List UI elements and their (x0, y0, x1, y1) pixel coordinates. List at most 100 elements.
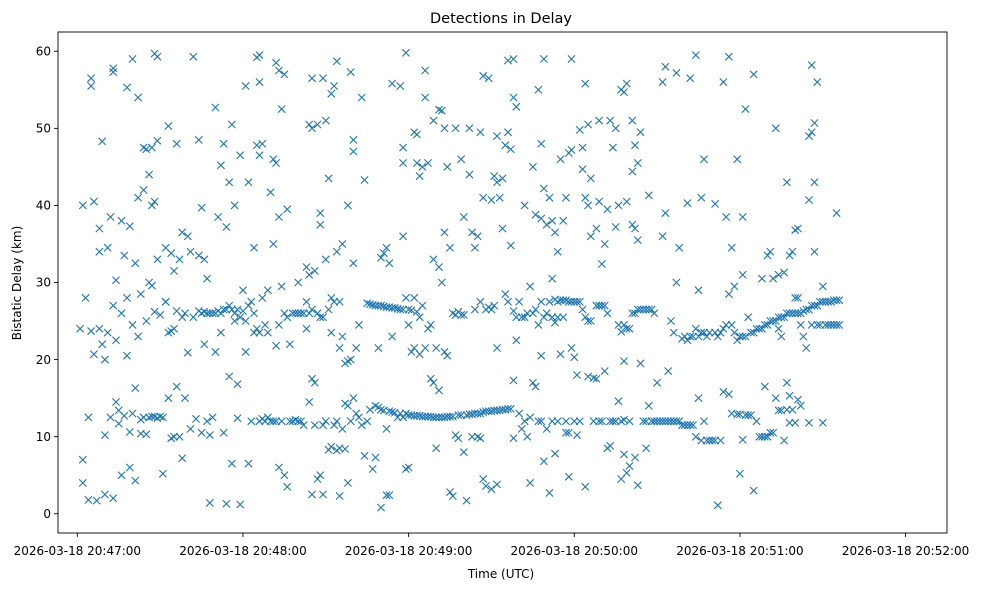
data-point (211, 347, 220, 356)
points-layer (76, 48, 844, 512)
data-point (374, 344, 383, 352)
data-point (349, 259, 358, 268)
data-point (785, 418, 794, 427)
data-point (805, 132, 813, 141)
data-point (283, 313, 292, 322)
data-point (506, 241, 515, 250)
data-point (158, 413, 167, 422)
data-point (327, 328, 336, 337)
data-point (504, 297, 512, 306)
data-point (147, 281, 156, 290)
data-point (733, 155, 742, 164)
data-point (274, 463, 283, 472)
data-point (805, 418, 813, 427)
data-point (595, 301, 604, 310)
data-point (346, 68, 355, 77)
data-point (666, 317, 675, 325)
data-point (771, 317, 780, 325)
data-point (573, 297, 581, 306)
data-point (250, 243, 258, 252)
data-point (332, 247, 341, 256)
y-tick-label: 20 (36, 353, 51, 367)
data-point (385, 407, 394, 416)
data-point (694, 332, 703, 341)
data-point (263, 413, 272, 422)
data-point (418, 301, 427, 310)
data-point (269, 155, 278, 164)
data-point (299, 421, 308, 430)
data-point (564, 472, 573, 481)
data-point (799, 332, 808, 341)
data-point (700, 328, 708, 337)
data-point (595, 116, 604, 125)
data-point (727, 243, 736, 252)
data-point (92, 496, 101, 505)
data-point (117, 471, 126, 480)
data-point (89, 350, 98, 359)
data-point (791, 418, 800, 427)
data-point (305, 120, 314, 129)
data-point (620, 320, 628, 329)
data-point (164, 122, 173, 130)
data-point (457, 310, 466, 319)
data-point (255, 78, 264, 87)
data-point (194, 135, 203, 144)
data-point (285, 340, 294, 349)
data-point (241, 347, 250, 356)
data-point (343, 478, 352, 487)
data-point (766, 247, 775, 256)
data-point (440, 124, 449, 133)
data-point (244, 301, 253, 310)
data-point (595, 417, 604, 426)
data-point (117, 309, 126, 318)
data-point (316, 220, 325, 229)
data-point (255, 151, 264, 160)
x-axis: 2026-03-18 20:47:00 2026-03-18 20:48:00 20… (14, 533, 969, 558)
data-point (628, 309, 637, 318)
data-point (181, 309, 189, 318)
data-point (528, 378, 537, 387)
data-point (112, 336, 120, 345)
data-point (208, 309, 217, 318)
data-point (208, 413, 217, 422)
data-point (517, 424, 526, 433)
data-point (785, 251, 794, 260)
data-point (205, 431, 214, 440)
data-point (517, 313, 526, 322)
data-point (377, 503, 385, 512)
data-point (556, 350, 565, 359)
data-point (504, 404, 512, 413)
data-point (700, 417, 708, 426)
data-point (752, 417, 761, 426)
data-point (230, 317, 239, 325)
data-point (150, 197, 159, 206)
data-point (106, 413, 115, 422)
data-point (396, 305, 405, 314)
data-point (545, 297, 554, 306)
data-point (305, 270, 314, 279)
data-point (451, 124, 460, 133)
data-point (813, 301, 822, 310)
data-point (106, 213, 115, 221)
data-point (573, 371, 581, 379)
data-point (603, 205, 612, 214)
data-point (622, 197, 631, 206)
data-point (523, 432, 532, 441)
data-point (700, 155, 708, 164)
x-tick-label: 2026-03-18 20:47:00 (14, 544, 141, 558)
data-point (774, 270, 783, 279)
data-point (225, 178, 234, 187)
data-point (539, 184, 548, 193)
data-point (528, 162, 537, 171)
data-point (741, 105, 750, 114)
data-point (366, 405, 374, 414)
data-point (123, 351, 131, 360)
data-point (531, 382, 540, 391)
data-point (125, 428, 134, 436)
data-point (360, 176, 369, 184)
data-point (481, 407, 490, 416)
data-point (553, 417, 562, 426)
data-point (446, 412, 454, 421)
data-point (691, 51, 700, 60)
